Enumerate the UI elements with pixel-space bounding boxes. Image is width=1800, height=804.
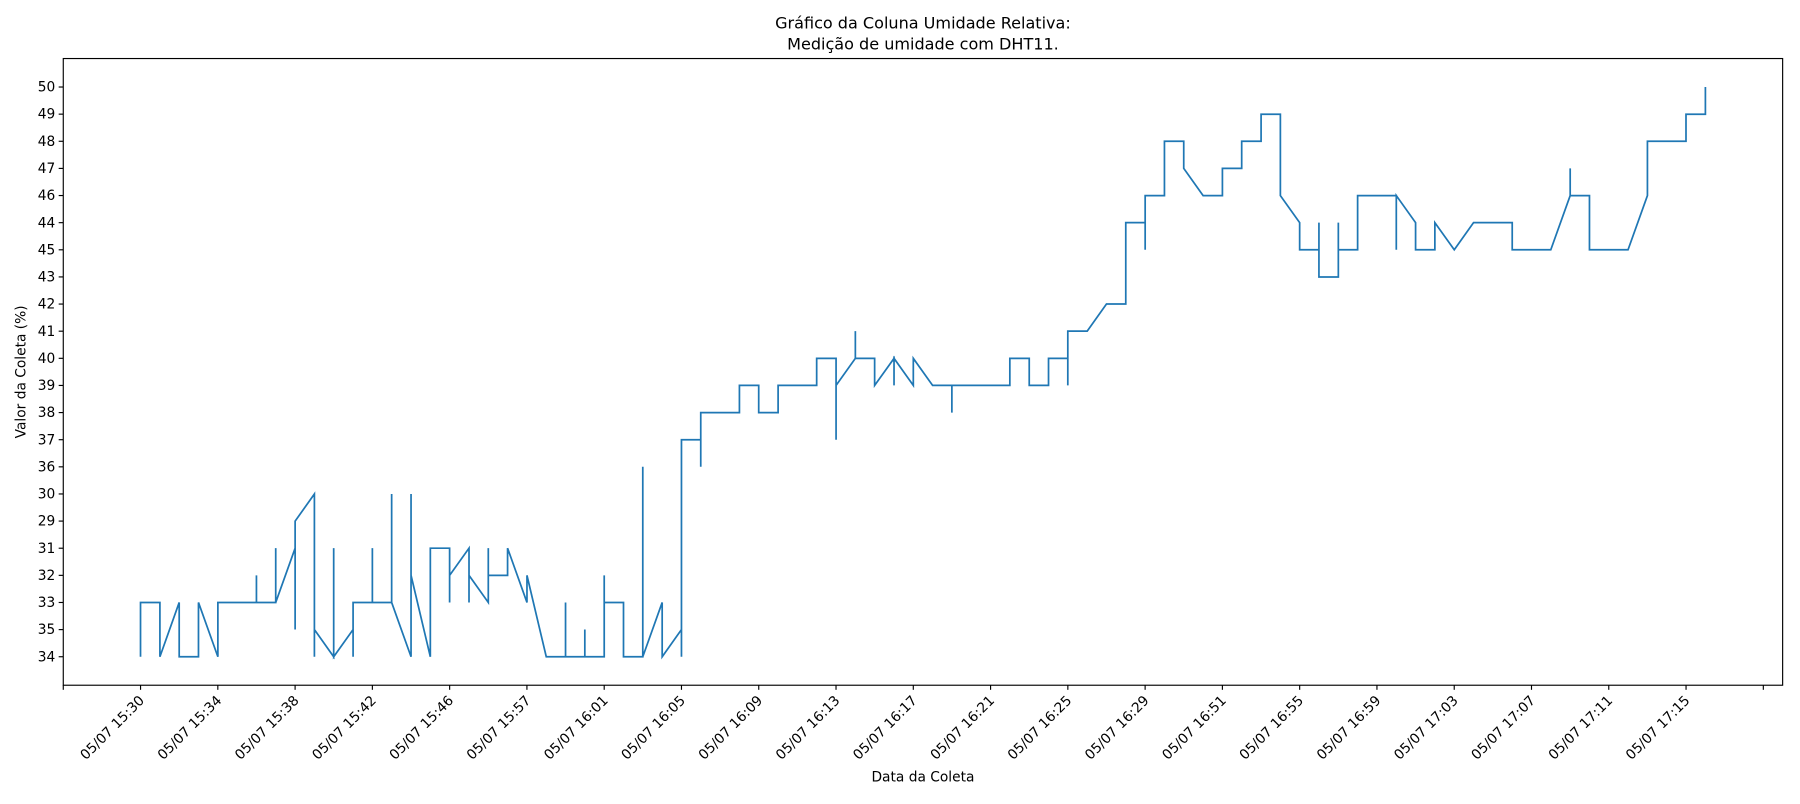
x-tick-label: 05/07 15:34 bbox=[155, 693, 226, 764]
x-tick-label: 05/07 16:29 bbox=[1082, 693, 1153, 764]
y-tick-label: 45 bbox=[38, 242, 56, 258]
y-tick-label: 33 bbox=[38, 595, 56, 611]
x-tick-label: 05/07 16:21 bbox=[927, 693, 998, 764]
y-tick-label: 39 bbox=[38, 378, 56, 394]
chart-title: Gráfico da Coluna Umidade Relativa: bbox=[775, 14, 1071, 33]
y-tick-label: 38 bbox=[38, 405, 56, 421]
y-tick-label: 49 bbox=[38, 107, 56, 123]
y-tick-label: 36 bbox=[38, 459, 56, 475]
y-tick-label: 29 bbox=[38, 514, 56, 530]
y-tick-label: 40 bbox=[38, 351, 56, 367]
x-tick-label: 05/07 16:17 bbox=[850, 693, 921, 764]
x-tick-label: 05/07 16:05 bbox=[618, 693, 689, 764]
y-axis-label: Valor da Coleta (%) bbox=[13, 305, 29, 438]
chart-subtitle: Medição de umidade com DHT11. bbox=[787, 34, 1059, 53]
y-tick-label: 35 bbox=[38, 622, 56, 638]
x-tick-label: 05/07 15:30 bbox=[77, 693, 148, 764]
x-tick-label: 05/07 16:55 bbox=[1237, 693, 1308, 764]
line-series bbox=[139, 87, 1707, 660]
y-tick-label: 50 bbox=[38, 80, 56, 96]
x-tick-label: 05/07 15:57 bbox=[464, 693, 535, 764]
x-tick-label: 05/07 15:42 bbox=[309, 693, 380, 764]
x-tick-label: 05/07 15:38 bbox=[232, 693, 303, 764]
y-tick-label: 30 bbox=[38, 487, 56, 503]
x-tick-label: 05/07 16:51 bbox=[1159, 693, 1230, 764]
x-tick-label: 05/07 16:13 bbox=[773, 693, 844, 764]
x-tick-label: 05/07 16:01 bbox=[541, 693, 612, 764]
x-tick-label: 05/07 16:09 bbox=[696, 693, 767, 764]
y-tick-label: 34 bbox=[38, 649, 56, 665]
x-tick-label: 05/07 17:03 bbox=[1391, 693, 1462, 764]
y-tick-label: 42 bbox=[38, 297, 56, 313]
y-tick-label: 41 bbox=[38, 324, 56, 340]
plot-frame bbox=[62, 57, 1784, 686]
y-tick-label: 32 bbox=[38, 568, 56, 584]
x-tick-label: 05/07 17:07 bbox=[1468, 693, 1539, 764]
y-tick-label: 31 bbox=[38, 541, 56, 557]
y-tick-label: 48 bbox=[38, 134, 56, 150]
y-tick-label: 47 bbox=[38, 161, 56, 177]
y-tick-label: 46 bbox=[38, 188, 56, 204]
y-tick-label: 37 bbox=[38, 432, 56, 448]
x-tick-label: 05/07 16:59 bbox=[1314, 693, 1385, 764]
x-axis-label: Data da Coleta bbox=[871, 770, 974, 786]
x-tick-label: 05/07 17:15 bbox=[1623, 693, 1694, 764]
y-tick-label: 44 bbox=[38, 215, 56, 231]
x-tick-label: 05/07 15:46 bbox=[387, 693, 458, 764]
y-tick-label: 43 bbox=[38, 270, 56, 286]
x-tick-label: 05/07 16:25 bbox=[1005, 693, 1076, 764]
x-tick-label: 05/07 17:11 bbox=[1546, 693, 1617, 764]
